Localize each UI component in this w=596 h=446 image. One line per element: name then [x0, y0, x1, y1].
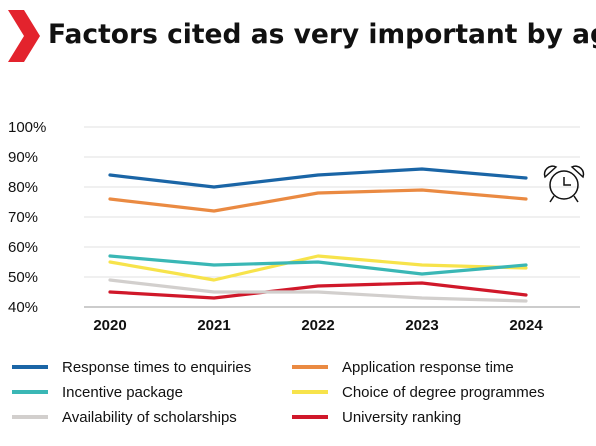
series-line-incentive-package: [108, 254, 528, 276]
y-tick-label: 40%: [8, 299, 38, 316]
legend-label: University ranking: [342, 409, 461, 426]
x-tick-label: 2024: [509, 317, 543, 334]
series-line-university-ranking: [108, 281, 528, 300]
y-tick-label: 60%: [8, 239, 38, 256]
x-tick-label: 2021: [197, 317, 230, 334]
legend: Response times to enquiries Application r…: [12, 359, 545, 426]
legend-label: Choice of degree programmes: [342, 384, 545, 401]
legend-label: Availability of scholarships: [62, 409, 237, 426]
y-tick-label: 70%: [8, 209, 38, 226]
y-tick-label: 90%: [8, 149, 38, 166]
x-tick-label: 2023: [405, 317, 438, 334]
y-axis: 40% 50% 60% 70% 80% 90% 100%: [8, 119, 46, 316]
y-tick-label: 50%: [8, 269, 38, 286]
chart-title: Factors cited as very important by agent…: [48, 19, 596, 50]
brand-chevron-icon: [8, 10, 40, 62]
y-tick-label: 100%: [8, 119, 46, 136]
y-tick-label: 80%: [8, 179, 38, 196]
series-lines: [108, 167, 528, 303]
grid: [84, 126, 580, 308]
legend-label: Response times to enquiries: [62, 359, 251, 376]
series-line-choice-of-degree-programmes: [108, 254, 528, 282]
x-tick-label: 2022: [301, 317, 334, 334]
legend-label: Application response time: [342, 359, 514, 376]
series-line-application-response-time: [108, 188, 528, 213]
alarm-clock-icon: [543, 165, 585, 203]
x-tick-label: 2020: [93, 317, 126, 334]
series-line-response-times-to-enquiries: [108, 167, 528, 189]
legend-label: Incentive package: [62, 384, 183, 401]
x-axis: 2020 2021 2022 2023 2024: [93, 317, 543, 334]
series-line-availability-of-scholarships: [108, 278, 528, 303]
